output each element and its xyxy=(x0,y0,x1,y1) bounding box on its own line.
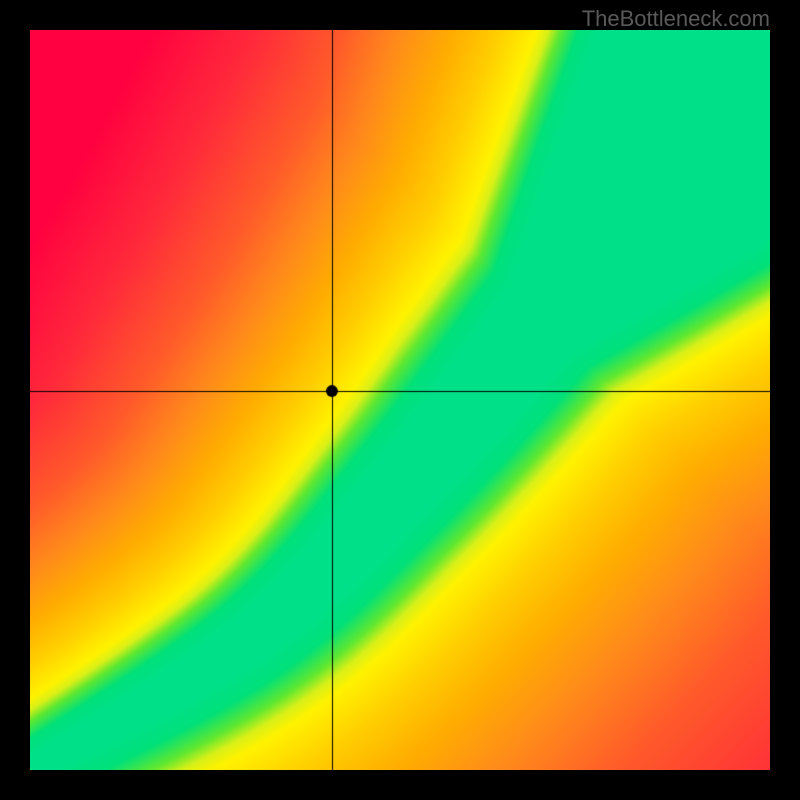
watermark-text: TheBottleneck.com xyxy=(582,6,770,32)
chart-container: { "watermark": "TheBottleneck.com", "wat… xyxy=(0,0,800,800)
bottleneck-heatmap xyxy=(30,30,770,770)
